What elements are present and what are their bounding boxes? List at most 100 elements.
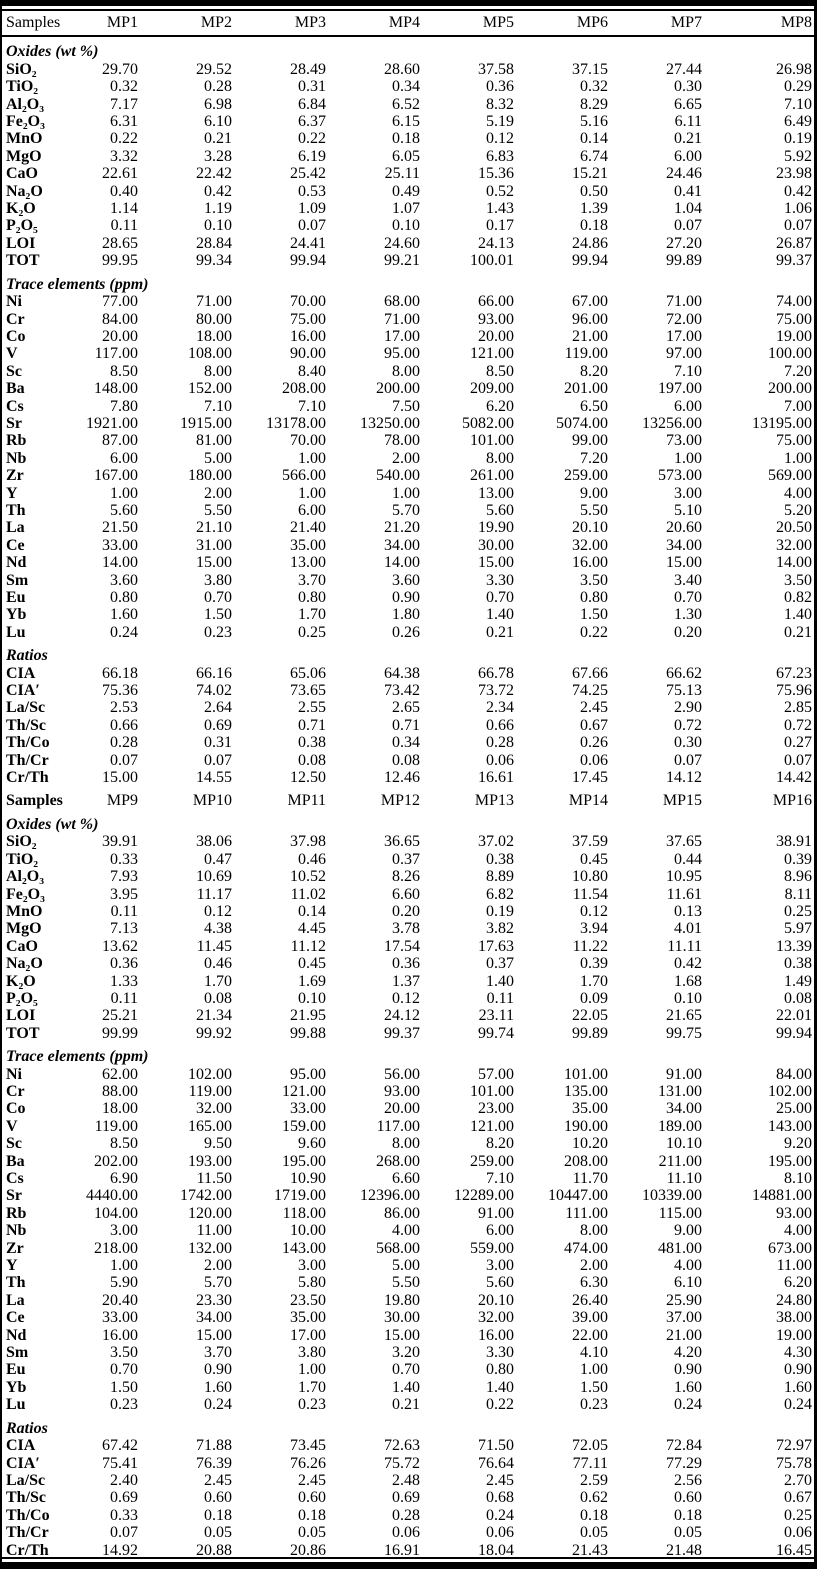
value-cell: 0.69 bbox=[204, 716, 232, 734]
value-cell: 0.34 bbox=[392, 734, 420, 752]
value-cell: 1.70 bbox=[580, 972, 608, 990]
value-cell: 189.00 bbox=[658, 1117, 702, 1135]
value-cell: 0.08 bbox=[204, 989, 232, 1007]
value-cell: 102.00 bbox=[188, 1065, 232, 1083]
data-row: V 117.00 108.00 90.00 95.00 121.00 119.00 97.00… bbox=[2, 345, 814, 362]
value-cell: 6.52 bbox=[392, 95, 420, 113]
value-cell: 15.21 bbox=[572, 165, 608, 183]
data-row: La 21.50 21.10 21.40 21.20 19.90 20.10 20.60 20.… bbox=[2, 519, 814, 536]
value-cell: 5.60 bbox=[486, 1274, 514, 1292]
value-cell: 8.00 bbox=[392, 362, 420, 380]
value-cell: 74.00 bbox=[776, 293, 812, 311]
row-label: Rb bbox=[6, 1204, 27, 1222]
value-cell: 673.00 bbox=[768, 1239, 812, 1257]
value-cell: 1.43 bbox=[486, 200, 514, 218]
value-cell: 1.00 bbox=[298, 449, 326, 467]
value-cell: 1.00 bbox=[110, 484, 138, 502]
row-label: TOT bbox=[6, 1024, 40, 1042]
data-row: Co 18.00 32.00 33.00 20.00 23.00 35.00 34.00 25.… bbox=[2, 1100, 814, 1117]
value-cell: 1.40 bbox=[486, 972, 514, 990]
value-cell: 0.28 bbox=[486, 734, 514, 752]
value-cell: 71.00 bbox=[384, 310, 420, 328]
value-cell: 132.00 bbox=[188, 1239, 232, 1257]
value-cell: 88.00 bbox=[102, 1082, 138, 1100]
data-row: SiO₂ 29.70 29.52 28.49 28.60 37.58 37.15 27.44 2… bbox=[2, 61, 814, 78]
value-cell: 0.20 bbox=[674, 623, 702, 641]
row-label: Lu bbox=[6, 623, 26, 641]
value-cell: 20.10 bbox=[572, 519, 608, 537]
value-cell: 20.86 bbox=[290, 1541, 326, 1559]
value-cell: 193.00 bbox=[188, 1152, 232, 1170]
value-cell: 11.22 bbox=[572, 937, 608, 955]
value-cell: 0.12 bbox=[204, 902, 232, 920]
sample-header-cell: MP8 bbox=[720, 11, 814, 38]
data-row: Fe₂O₃ 3.95 11.17 11.02 6.60 6.82 11.54 11.61 8.1… bbox=[2, 886, 814, 903]
value-cell: 11.02 bbox=[290, 885, 326, 903]
value-cell: 0.06 bbox=[486, 751, 514, 769]
section-title: Trace elements (ppm) bbox=[6, 1048, 149, 1066]
value-cell: 25.42 bbox=[290, 165, 326, 183]
table-bottom-thin-rule bbox=[2, 1557, 814, 1559]
value-cell: 99.00 bbox=[572, 432, 608, 450]
value-cell: 2.00 bbox=[204, 1257, 232, 1275]
value-cell: 24.46 bbox=[666, 165, 702, 183]
value-cell: 7.10 bbox=[674, 362, 702, 380]
value-cell: 0.60 bbox=[204, 1489, 232, 1507]
row-label: Na₂O bbox=[6, 955, 43, 973]
value-cell: 1.19 bbox=[204, 200, 232, 218]
value-cell: 2.70 bbox=[784, 1471, 812, 1489]
value-cell: 5.70 bbox=[204, 1274, 232, 1292]
value-cell: 10.95 bbox=[666, 868, 702, 886]
value-cell: 0.06 bbox=[486, 1524, 514, 1542]
value-cell: 115.00 bbox=[658, 1204, 702, 1222]
value-cell: 0.36 bbox=[110, 955, 138, 973]
value-cell: 0.60 bbox=[674, 1489, 702, 1507]
value-cell: 4440.00 bbox=[86, 1187, 138, 1205]
value-cell: 18.00 bbox=[196, 327, 232, 345]
row-label: P₂O₅ bbox=[6, 217, 38, 235]
value-cell: 0.38 bbox=[486, 850, 514, 868]
row-label: P₂O₅ bbox=[6, 989, 38, 1007]
value-cell: 86.00 bbox=[384, 1204, 420, 1222]
value-cell: 1.40 bbox=[486, 606, 514, 624]
value-cell: 0.39 bbox=[784, 850, 812, 868]
value-cell: 71.00 bbox=[196, 293, 232, 311]
value-cell: 6.20 bbox=[784, 1274, 812, 1292]
value-cell: 18.04 bbox=[478, 1541, 514, 1559]
value-cell: 0.37 bbox=[486, 955, 514, 973]
value-cell: 0.53 bbox=[298, 182, 326, 200]
section-title-row: Oxides (wt %) bbox=[2, 810, 814, 833]
data-row: MgO 7.13 4.38 4.45 3.78 3.82 3.94 4.01 5.97 bbox=[2, 920, 814, 937]
value-cell: 39.00 bbox=[572, 1309, 608, 1327]
row-label: TiO₂ bbox=[6, 78, 39, 96]
value-cell: 1.33 bbox=[110, 972, 138, 990]
value-cell: 66.62 bbox=[666, 664, 702, 682]
value-cell: 559.00 bbox=[470, 1239, 514, 1257]
value-cell: 0.19 bbox=[486, 902, 514, 920]
value-cell: 7.10 bbox=[784, 95, 812, 113]
data-row: Lu 0.24 0.23 0.25 0.26 0.21 0.22 0.20 0.21 bbox=[2, 624, 814, 641]
value-cell: 0.71 bbox=[392, 716, 420, 734]
row-label: LOI bbox=[6, 1007, 36, 1025]
sample-header-cell: MP4 bbox=[344, 11, 438, 38]
sample-header-cell: MP11 bbox=[287, 792, 326, 810]
section-title: Oxides (wt %) bbox=[6, 43, 99, 61]
data-row: P₂O₅ 0.11 0.10 0.07 0.10 0.17 0.18 0.07 0.07 bbox=[2, 217, 814, 234]
value-cell: 32.00 bbox=[572, 536, 608, 554]
row-label: Na₂O bbox=[6, 182, 43, 200]
value-cell: 3.00 bbox=[110, 1222, 138, 1240]
value-cell: 143.00 bbox=[282, 1239, 326, 1257]
value-cell: 11.50 bbox=[196, 1170, 232, 1187]
row-label: Ni bbox=[6, 293, 22, 311]
value-cell: 0.28 bbox=[110, 734, 138, 752]
value-cell: 3.70 bbox=[204, 1344, 232, 1362]
table-top-thin-rule bbox=[2, 9, 814, 11]
value-cell: 4.20 bbox=[674, 1344, 702, 1362]
value-cell: 9.00 bbox=[674, 1222, 702, 1240]
value-cell: 1.00 bbox=[580, 1361, 608, 1379]
value-cell: 1.69 bbox=[298, 972, 326, 990]
value-cell: 13195.00 bbox=[752, 414, 812, 432]
row-label: Ba bbox=[6, 380, 25, 398]
value-cell: 0.38 bbox=[298, 734, 326, 752]
value-cell: 569.00 bbox=[768, 467, 812, 485]
